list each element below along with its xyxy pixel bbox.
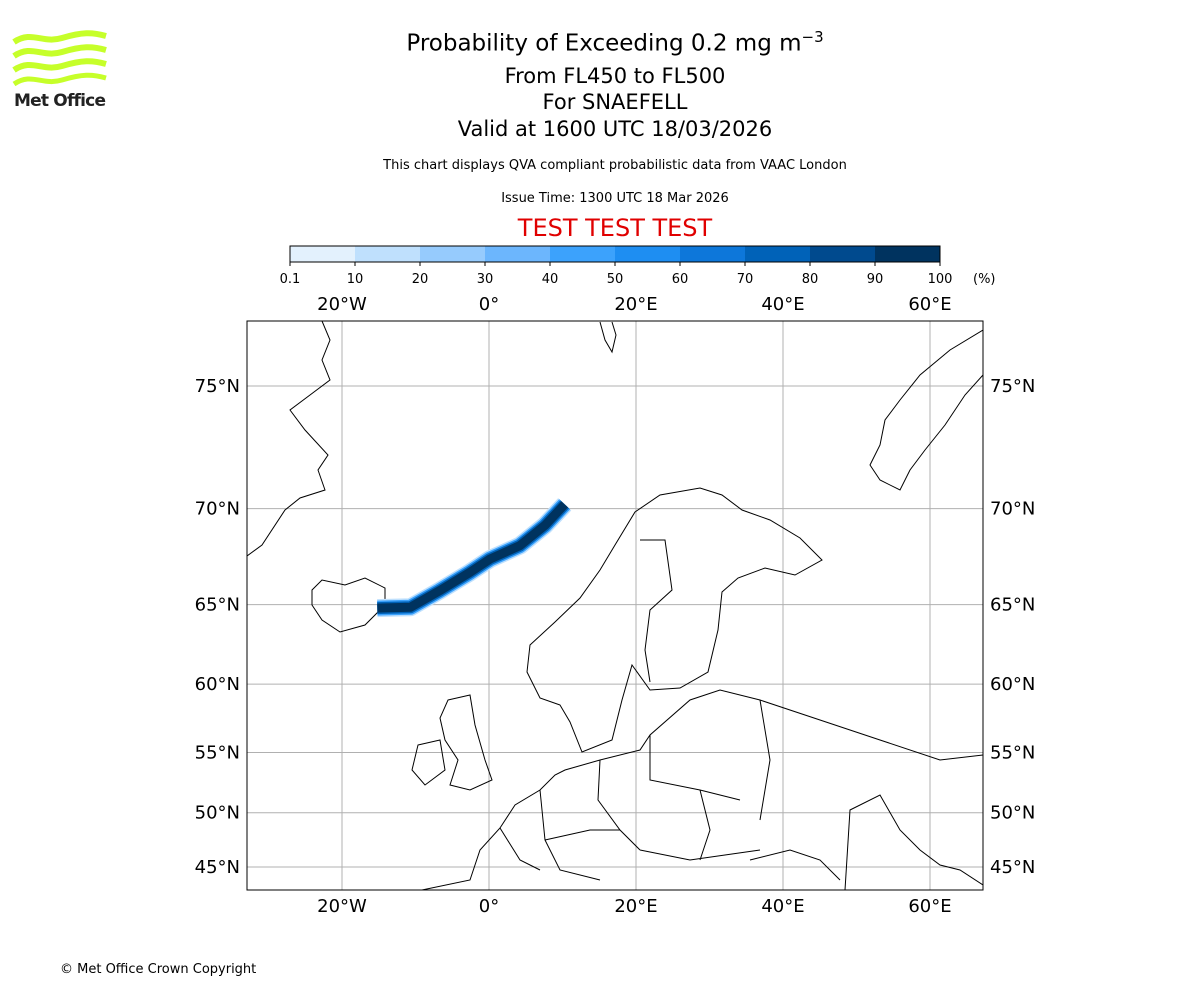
lat-label-left: 50°N: [195, 803, 240, 824]
lat-label-right: 70°N: [990, 499, 1035, 520]
colorbar-tick-label: 10: [347, 272, 364, 287]
lon-label-top: 40°E: [761, 294, 804, 315]
lat-label-left: 70°N: [195, 499, 240, 520]
colorbar-segment: [810, 246, 875, 262]
colorbar-segment: [355, 246, 420, 262]
colorbar-segment: [875, 246, 940, 262]
lat-label-right: 55°N: [990, 742, 1035, 763]
logo-text: Met Office: [14, 91, 106, 111]
lon-label-bottom: 60°E: [908, 896, 951, 917]
colorbar-tick-label: 20: [412, 272, 429, 287]
lat-label-left: 65°N: [195, 595, 240, 616]
lat-label-left: 45°N: [195, 857, 240, 878]
lat-label-right: 45°N: [990, 857, 1035, 878]
europe-coast: [421, 689, 983, 890]
colorbar-unit: (%): [973, 272, 996, 287]
coastlines: [247, 321, 983, 890]
issue-time: Issue Time: 1300 UTC 18 Mar 2026: [501, 191, 729, 206]
lon-label-bottom: 20°W: [317, 896, 367, 917]
colorbar-segment: [615, 246, 680, 262]
colorbar-tick-label: 0.1: [280, 272, 301, 287]
lat-label-right: 75°N: [990, 376, 1035, 397]
colorbar-tick-label: 40: [542, 272, 559, 287]
colorbar-tick-label: 100: [928, 272, 953, 287]
gridlines: [247, 321, 983, 890]
colorbar-segment: [680, 246, 745, 262]
chart-note: This chart displays QVA compliant probab…: [383, 158, 847, 173]
colorbar-segment: [420, 246, 485, 262]
svalbard-coast: [599, 321, 617, 354]
map-frame: [246, 320, 984, 891]
met-office-logo-icon: [12, 30, 107, 87]
volcano-name: For SNAEFELL: [542, 90, 688, 114]
title-exponent: −3: [801, 28, 824, 46]
lon-label-top: 20°W: [317, 294, 367, 315]
lat-label-left: 60°N: [195, 674, 240, 695]
chart-title: Probability of Exceeding 0.2 mg m−3: [0, 28, 1200, 57]
colorbar-segment: [290, 246, 355, 262]
lon-label-top: 20°E: [614, 294, 657, 315]
copyright: © Met Office Crown Copyright: [60, 962, 257, 977]
ireland-coast: [411, 739, 446, 786]
valid-time: Valid at 1600 UTC 18/03/2026: [457, 117, 773, 141]
colorbar-segment: [485, 246, 550, 262]
lon-label-bottom: 40°E: [761, 896, 804, 917]
lon-label-top: 60°E: [908, 294, 951, 315]
finland-border: [640, 539, 673, 683]
axis-labels: 20°W 20°W 0° 0° 20°E 20°E 40°E 40°E 60°E 60°E 75°N…: [195, 294, 1036, 917]
scandinavia-coast: [526, 487, 823, 753]
colorbar-tick-label: 90: [867, 272, 884, 287]
lon-label-bottom: 20°E: [614, 896, 657, 917]
colorbar: 0.1 10 20 30 40 50 60 70 80 90 100 (%): [280, 245, 996, 287]
test-banner: TEST TEST TEST: [517, 214, 713, 242]
black-caspian-coast: [749, 794, 983, 890]
lat-label-right: 65°N: [990, 595, 1035, 616]
lat-label-right: 60°N: [990, 674, 1035, 695]
lat-label-left: 55°N: [195, 742, 240, 763]
colorbar-segment: [745, 246, 810, 262]
ash-plume: [377, 498, 572, 618]
colorbar-tick-label: 60: [672, 272, 689, 287]
colorbar-tick-label: 50: [607, 272, 624, 287]
novaya-zemlya-coast: [869, 329, 983, 491]
lat-label-right: 50°N: [990, 803, 1035, 824]
gb-coast: [439, 694, 493, 791]
plume-band: [377, 499, 571, 616]
colorbar-tick-label: 70: [737, 272, 754, 287]
flight-levels: From FL450 to FL500: [504, 64, 726, 88]
lon-label-bottom: 0°: [479, 896, 499, 917]
colorbar-tick-label: 30: [477, 272, 494, 287]
colorbar-segment: [550, 246, 615, 262]
lon-label-top: 0°: [479, 294, 499, 315]
colorbar-tick-label: 80: [802, 272, 819, 287]
plume-band: [377, 501, 568, 613]
title-text: Probability of Exceeding 0.2 mg m: [406, 30, 802, 57]
greenland-coast: [247, 321, 331, 557]
plume-band: [377, 498, 572, 618]
country-borders: [499, 699, 771, 881]
lat-label-left: 75°N: [195, 376, 240, 397]
plume-band: [377, 500, 570, 615]
